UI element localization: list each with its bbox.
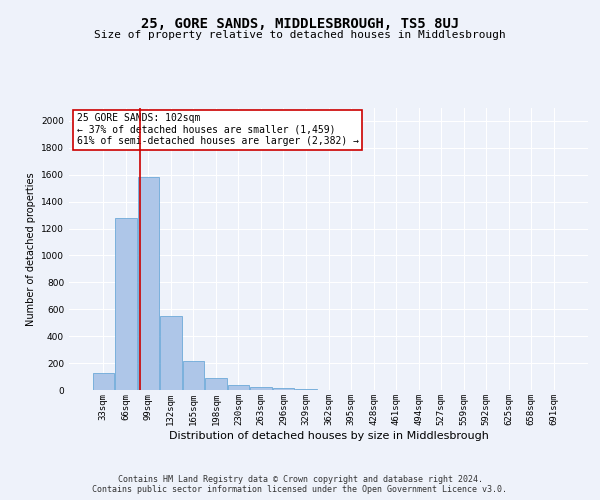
Bar xyxy=(115,218,137,390)
Text: Size of property relative to detached houses in Middlesbrough: Size of property relative to detached ho… xyxy=(94,30,506,40)
Bar xyxy=(273,388,294,390)
Bar xyxy=(92,372,114,390)
Text: 25, GORE SANDS, MIDDLESBROUGH, TS5 8UJ: 25, GORE SANDS, MIDDLESBROUGH, TS5 8UJ xyxy=(141,18,459,32)
Y-axis label: Number of detached properties: Number of detached properties xyxy=(26,172,35,326)
Bar xyxy=(182,361,204,390)
Bar xyxy=(228,384,249,390)
Text: 25 GORE SANDS: 102sqm
← 37% of detached houses are smaller (1,459)
61% of semi-d: 25 GORE SANDS: 102sqm ← 37% of detached … xyxy=(77,113,359,146)
Bar xyxy=(137,178,159,390)
Bar xyxy=(160,316,182,390)
Text: Contains HM Land Registry data © Crown copyright and database right 2024.
Contai: Contains HM Land Registry data © Crown c… xyxy=(92,474,508,494)
Bar xyxy=(250,386,272,390)
X-axis label: Distribution of detached houses by size in Middlesbrough: Distribution of detached houses by size … xyxy=(169,430,488,440)
Bar xyxy=(205,378,227,390)
